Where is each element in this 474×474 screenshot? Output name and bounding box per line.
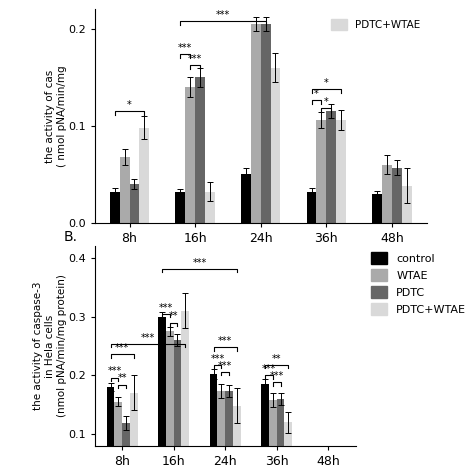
Text: ***: ***	[192, 257, 207, 267]
Text: *: *	[127, 100, 132, 110]
X-axis label: culture time: culture time	[219, 250, 303, 264]
Bar	[336, 463, 344, 474]
Bar	[122, 423, 130, 474]
Text: ***: ***	[178, 43, 192, 53]
Bar	[277, 399, 284, 474]
Text: ***: ***	[188, 54, 202, 64]
Bar	[218, 391, 225, 474]
Bar	[130, 393, 137, 474]
Bar	[382, 164, 392, 223]
Text: **: **	[118, 374, 127, 383]
Bar	[182, 311, 189, 474]
Text: ***: ***	[141, 332, 155, 343]
Text: ***: ***	[270, 371, 284, 381]
Bar	[317, 120, 326, 223]
Bar	[307, 192, 317, 223]
Bar	[166, 331, 173, 474]
Y-axis label: the activity of cas
( nmol pNA/min/mg: the activity of cas ( nmol pNA/min/mg	[45, 65, 67, 167]
Text: ***: ***	[107, 366, 121, 376]
Bar	[107, 387, 114, 474]
Bar	[261, 24, 271, 223]
Text: ***: ***	[262, 364, 276, 374]
Text: *: *	[324, 78, 328, 88]
Bar	[251, 24, 261, 223]
Text: *: *	[324, 97, 328, 108]
Text: ***: ***	[218, 336, 232, 346]
Bar	[173, 340, 182, 474]
Bar	[241, 174, 251, 223]
Text: ***: ***	[115, 343, 129, 353]
Text: ***: ***	[216, 10, 230, 20]
Bar	[313, 460, 320, 474]
Text: **: **	[272, 354, 282, 364]
Bar	[401, 186, 411, 223]
Bar	[120, 157, 129, 223]
Bar	[129, 184, 139, 223]
Y-axis label: the activity of caspase-3
in Hela cells
(nmol pNA/min/mg protein): the activity of caspase-3 in Hela cells …	[34, 274, 67, 418]
Bar	[372, 194, 382, 223]
Bar	[326, 111, 336, 223]
Legend: control, WTAE, PDTC, PDTC+WTAE: control, WTAE, PDTC, PDTC+WTAE	[366, 248, 471, 319]
Bar	[320, 460, 328, 474]
Bar	[284, 422, 292, 474]
Text: **: **	[169, 311, 178, 321]
Bar	[225, 391, 233, 474]
Bar	[195, 77, 205, 223]
Text: B.: B.	[64, 229, 78, 244]
Bar	[205, 192, 215, 223]
Bar	[158, 317, 166, 474]
Text: ***: ***	[159, 302, 173, 313]
Bar	[328, 462, 336, 474]
Bar	[185, 87, 195, 223]
Bar	[114, 401, 122, 474]
Bar	[392, 167, 401, 223]
Bar	[233, 406, 241, 474]
Bar	[110, 192, 120, 223]
Bar	[139, 128, 149, 223]
Bar	[336, 120, 346, 223]
Legend: PDTC+WTAE: PDTC+WTAE	[327, 15, 425, 34]
Bar	[271, 68, 281, 223]
Bar	[175, 192, 185, 223]
Text: ***: ***	[210, 354, 225, 364]
Bar	[210, 374, 218, 474]
Text: *: *	[314, 89, 319, 99]
Text: ***: ***	[218, 361, 232, 371]
Bar	[269, 400, 277, 474]
Bar	[261, 384, 269, 474]
